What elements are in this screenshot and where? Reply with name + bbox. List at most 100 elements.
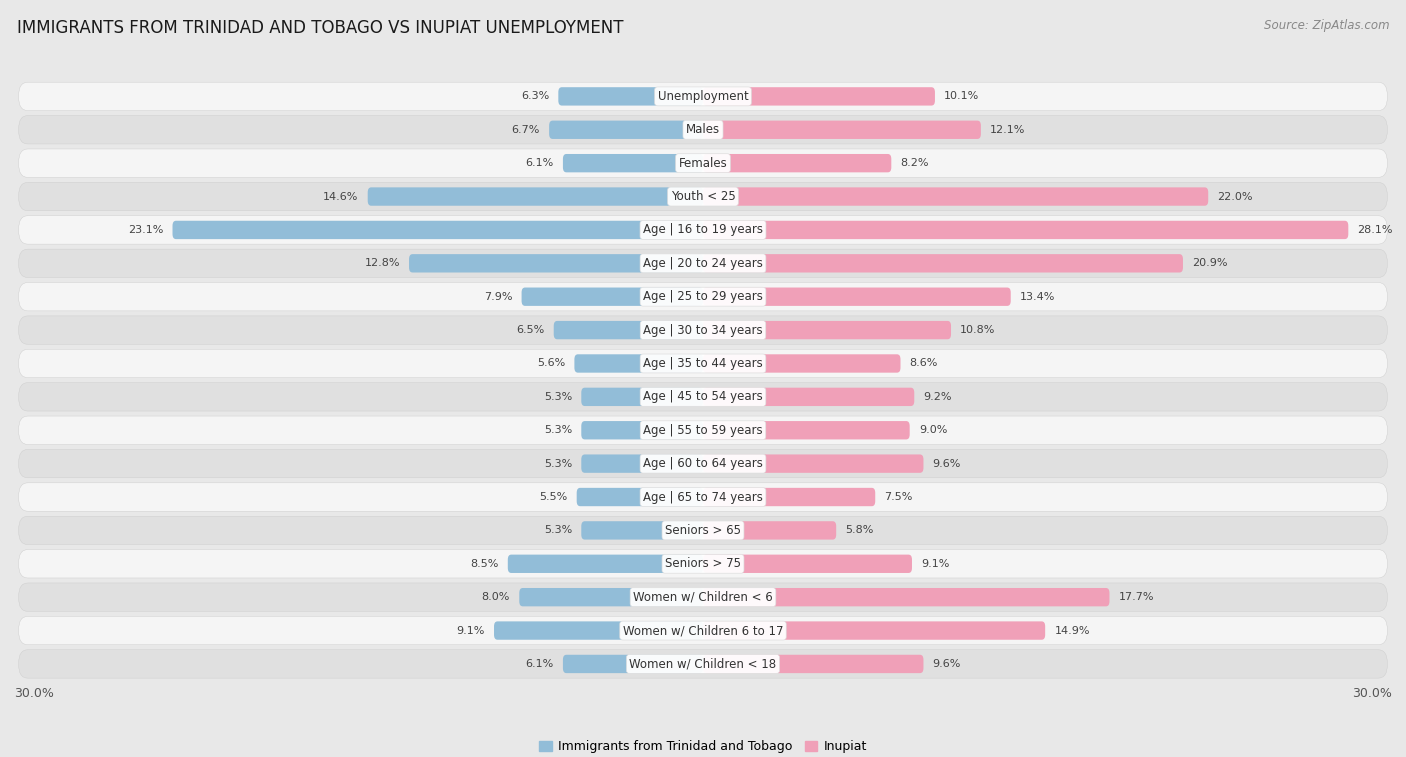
Text: 17.7%: 17.7% [1119,592,1154,602]
Text: 14.6%: 14.6% [323,192,359,201]
Text: 6.7%: 6.7% [512,125,540,135]
FancyBboxPatch shape [18,650,1388,678]
Text: Women w/ Children < 6: Women w/ Children < 6 [633,590,773,603]
FancyBboxPatch shape [494,621,703,640]
Text: 13.4%: 13.4% [1019,291,1056,302]
Text: Age | 25 to 29 years: Age | 25 to 29 years [643,290,763,304]
Text: 5.3%: 5.3% [544,392,572,402]
Text: 14.9%: 14.9% [1054,625,1090,636]
Text: 5.6%: 5.6% [537,359,565,369]
FancyBboxPatch shape [409,254,703,273]
FancyBboxPatch shape [519,588,703,606]
FancyBboxPatch shape [508,555,703,573]
Text: 10.8%: 10.8% [960,325,995,335]
Text: Males: Males [686,123,720,136]
FancyBboxPatch shape [18,83,1388,111]
Text: 6.1%: 6.1% [526,659,554,669]
FancyBboxPatch shape [18,349,1388,378]
FancyBboxPatch shape [576,488,703,506]
Text: 8.2%: 8.2% [900,158,929,168]
Text: Women w/ Children 6 to 17: Women w/ Children 6 to 17 [623,624,783,637]
Text: 7.9%: 7.9% [484,291,512,302]
FancyBboxPatch shape [18,516,1388,544]
FancyBboxPatch shape [703,154,891,173]
Text: Women w/ Children < 18: Women w/ Children < 18 [630,657,776,671]
Text: Seniors > 75: Seniors > 75 [665,557,741,570]
Text: 30.0%: 30.0% [14,687,53,700]
Text: Age | 16 to 19 years: Age | 16 to 19 years [643,223,763,236]
FancyBboxPatch shape [703,555,912,573]
FancyBboxPatch shape [581,421,703,439]
FancyBboxPatch shape [703,655,924,673]
Text: 10.1%: 10.1% [945,92,980,101]
Text: 6.1%: 6.1% [526,158,554,168]
FancyBboxPatch shape [18,249,1388,278]
Text: 20.9%: 20.9% [1192,258,1227,268]
FancyBboxPatch shape [18,316,1388,344]
FancyBboxPatch shape [575,354,703,372]
Text: 8.0%: 8.0% [482,592,510,602]
Text: 22.0%: 22.0% [1218,192,1253,201]
Text: Age | 20 to 24 years: Age | 20 to 24 years [643,257,763,269]
FancyBboxPatch shape [703,87,935,105]
FancyBboxPatch shape [581,454,703,473]
FancyBboxPatch shape [18,583,1388,612]
Text: 28.1%: 28.1% [1358,225,1393,235]
FancyBboxPatch shape [18,450,1388,478]
Text: Unemployment: Unemployment [658,90,748,103]
Text: 8.5%: 8.5% [470,559,499,569]
FancyBboxPatch shape [18,116,1388,144]
Text: Age | 30 to 34 years: Age | 30 to 34 years [643,323,763,337]
FancyBboxPatch shape [550,120,703,139]
FancyBboxPatch shape [703,454,924,473]
Text: 5.3%: 5.3% [544,525,572,535]
Text: Age | 65 to 74 years: Age | 65 to 74 years [643,491,763,503]
Text: IMMIGRANTS FROM TRINIDAD AND TOBAGO VS INUPIAT UNEMPLOYMENT: IMMIGRANTS FROM TRINIDAD AND TOBAGO VS I… [17,19,623,37]
FancyBboxPatch shape [703,421,910,439]
FancyBboxPatch shape [18,550,1388,578]
FancyBboxPatch shape [18,182,1388,210]
Text: Source: ZipAtlas.com: Source: ZipAtlas.com [1264,19,1389,32]
FancyBboxPatch shape [18,383,1388,411]
FancyBboxPatch shape [173,221,703,239]
Text: Youth < 25: Youth < 25 [671,190,735,203]
FancyBboxPatch shape [703,588,1109,606]
Text: 9.1%: 9.1% [457,625,485,636]
Text: 5.8%: 5.8% [845,525,873,535]
Legend: Immigrants from Trinidad and Tobago, Inupiat: Immigrants from Trinidad and Tobago, Inu… [538,740,868,753]
FancyBboxPatch shape [703,221,1348,239]
FancyBboxPatch shape [18,282,1388,311]
Text: Seniors > 65: Seniors > 65 [665,524,741,537]
Text: 7.5%: 7.5% [884,492,912,502]
FancyBboxPatch shape [558,87,703,105]
FancyBboxPatch shape [703,321,950,339]
FancyBboxPatch shape [581,522,703,540]
FancyBboxPatch shape [703,488,875,506]
Text: 9.6%: 9.6% [932,459,962,469]
FancyBboxPatch shape [703,354,900,372]
Text: 6.5%: 6.5% [516,325,544,335]
Text: Age | 60 to 64 years: Age | 60 to 64 years [643,457,763,470]
FancyBboxPatch shape [554,321,703,339]
Text: 5.3%: 5.3% [544,459,572,469]
Text: Females: Females [679,157,727,170]
Text: 9.2%: 9.2% [924,392,952,402]
Text: 23.1%: 23.1% [128,225,163,235]
Text: Age | 45 to 54 years: Age | 45 to 54 years [643,391,763,403]
Text: 9.1%: 9.1% [921,559,949,569]
Text: Age | 55 to 59 years: Age | 55 to 59 years [643,424,763,437]
FancyBboxPatch shape [703,120,981,139]
FancyBboxPatch shape [562,655,703,673]
FancyBboxPatch shape [18,616,1388,645]
Text: 5.3%: 5.3% [544,425,572,435]
FancyBboxPatch shape [703,388,914,406]
FancyBboxPatch shape [703,522,837,540]
FancyBboxPatch shape [18,483,1388,511]
Text: 5.5%: 5.5% [540,492,568,502]
Text: 9.6%: 9.6% [932,659,962,669]
FancyBboxPatch shape [562,154,703,173]
FancyBboxPatch shape [18,416,1388,444]
FancyBboxPatch shape [703,254,1182,273]
Text: 30.0%: 30.0% [1353,687,1392,700]
Text: 12.8%: 12.8% [364,258,399,268]
